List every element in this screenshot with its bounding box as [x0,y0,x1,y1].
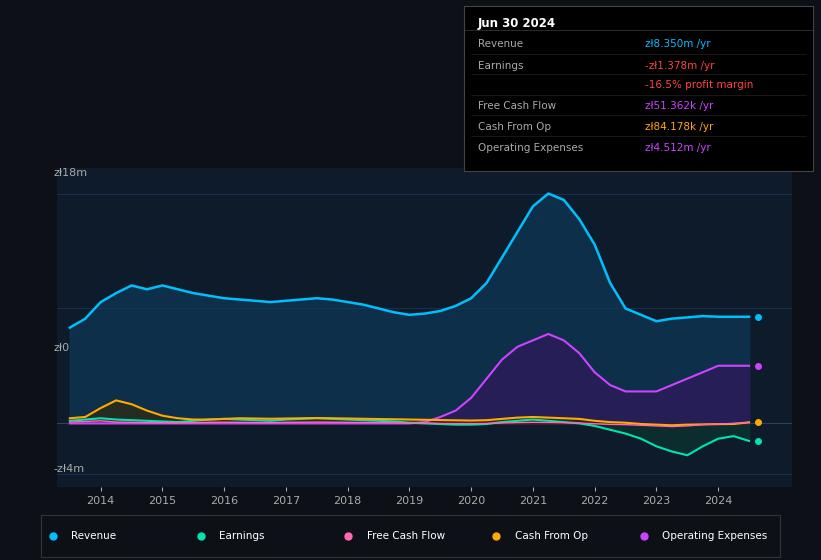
Text: Operating Expenses: Operating Expenses [663,531,768,541]
Text: Cash From Op: Cash From Op [478,122,551,132]
Text: Revenue: Revenue [478,39,523,49]
Text: Earnings: Earnings [219,531,264,541]
Text: zł18m: zł18m [54,168,88,178]
Text: zł4.512m /yr: zł4.512m /yr [645,143,711,153]
Text: zł8.350m /yr: zł8.350m /yr [645,39,711,49]
Text: -16.5% profit margin: -16.5% profit margin [645,80,754,90]
Text: zł84.178k /yr: zł84.178k /yr [645,122,713,132]
Text: Operating Expenses: Operating Expenses [478,143,583,153]
Text: Jun 30 2024: Jun 30 2024 [478,17,556,30]
Text: zł0: zł0 [54,343,70,353]
Text: zł51.362k /yr: zł51.362k /yr [645,101,713,110]
Text: -zł4m: -zł4m [54,464,85,474]
Text: Free Cash Flow: Free Cash Flow [367,531,445,541]
Text: Cash From Op: Cash From Op [515,531,588,541]
Text: Free Cash Flow: Free Cash Flow [478,101,556,110]
Text: Earnings: Earnings [478,61,523,71]
Text: -zł1.378m /yr: -zł1.378m /yr [645,61,715,71]
Text: Revenue: Revenue [71,531,117,541]
